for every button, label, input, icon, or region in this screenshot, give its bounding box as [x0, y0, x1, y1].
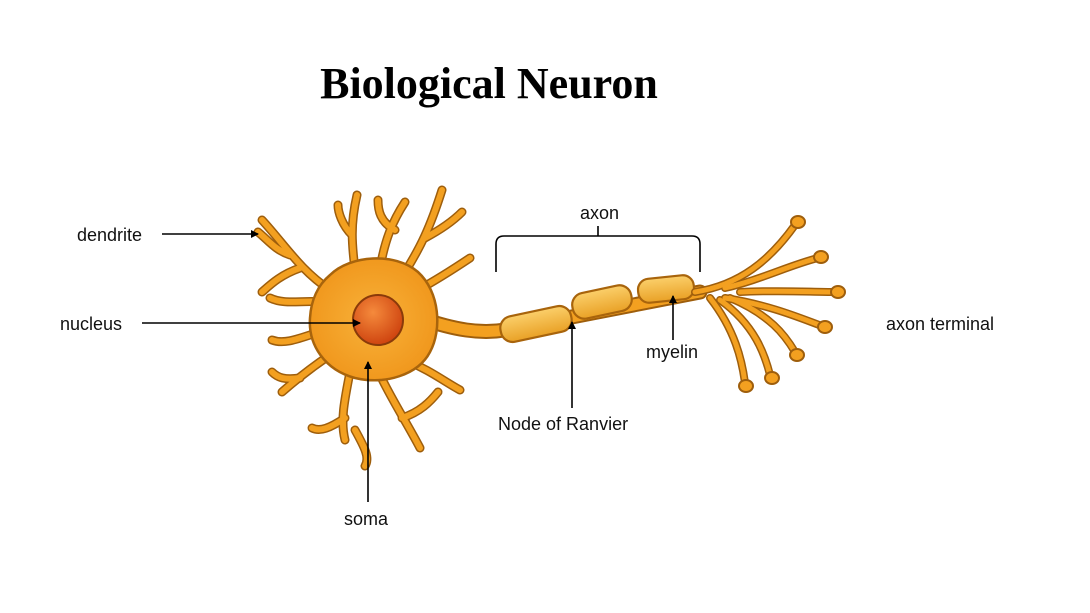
axon-label: axon — [580, 203, 620, 223]
nucleus-shape — [352, 294, 404, 346]
diagram-title: Biological Neuron — [320, 59, 658, 108]
axon-terminal-label: axon terminal — [886, 314, 995, 334]
nucleus-label: nucleus — [60, 314, 123, 334]
annotation-arrows — [142, 230, 677, 502]
soma-label: soma — [344, 509, 389, 529]
axon-bracket — [495, 226, 701, 272]
node-of-ranvier-label: Node of Ranvier — [498, 414, 629, 434]
dendrite-label: dendrite — [77, 225, 143, 245]
myelin-sheaths — [499, 274, 696, 344]
myelin-label: myelin — [646, 342, 699, 362]
axon-terminal-branches — [691, 215, 846, 393]
